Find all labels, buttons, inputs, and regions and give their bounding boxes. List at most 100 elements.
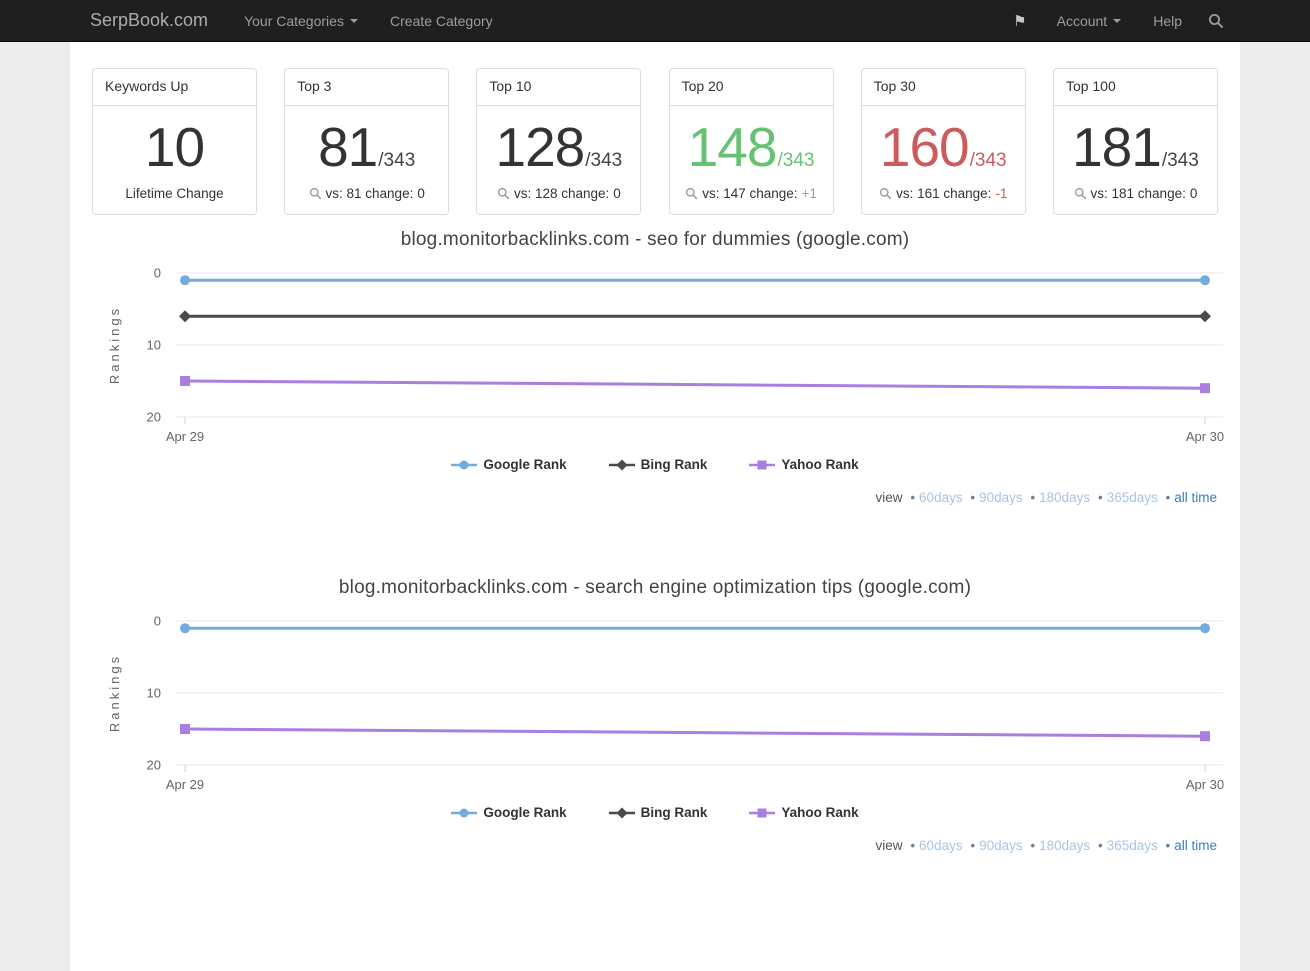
stat-card-top10: Top 10 128/343 vs: 128 change: 0: [476, 68, 642, 215]
magnifier-icon: [309, 187, 321, 199]
stat-card-top20: Top 20 148/343 vs: 147 change: +1: [668, 68, 834, 215]
legend-label: Yahoo Rank: [781, 805, 859, 820]
stat-compare[interactable]: vs: 161 change: -1: [879, 186, 1007, 201]
search-icon[interactable]: [1198, 0, 1240, 41]
view-label: view: [875, 490, 903, 505]
stat-value: 81: [318, 115, 378, 178]
stat-cards-row: Keywords Up 10 Lifetime Change Top 3 81/…: [70, 42, 1240, 215]
brand-logo[interactable]: SerpBook.com: [90, 10, 209, 30]
range-all-time[interactable]: all time: [1174, 490, 1217, 505]
stat-total: /343: [378, 149, 416, 171]
separator: [970, 490, 975, 505]
rank-chart: 0 10 20 Rankings Apr 29 Apr 30: [107, 614, 1224, 793]
flag-icon[interactable]: ⚑: [1013, 12, 1027, 30]
stat-compare[interactable]: vs: 181 change: 0: [1074, 185, 1198, 201]
chart-title: blog.monitorbacklinks.com - seo for dumm…: [400, 229, 910, 250]
separator: [910, 490, 915, 505]
legend-label: Bing Rank: [640, 805, 708, 820]
range-90days[interactable]: 90days: [979, 490, 1023, 505]
stat-card-title: Top 30: [861, 69, 1025, 106]
stat-change: 0: [1189, 185, 1198, 201]
stat-footer: Lifetime Change: [125, 185, 224, 201]
separator: [1166, 490, 1171, 505]
legend-label: Yahoo Rank: [781, 457, 859, 472]
stat-card-title: Top 10: [477, 69, 641, 106]
svg-text:20: 20: [147, 410, 161, 425]
nav-account[interactable]: Account: [1041, 0, 1138, 41]
stat-total: /343: [777, 149, 815, 171]
stat-compare[interactable]: vs: 147 change: +1: [685, 186, 817, 201]
stat-change: +1: [801, 185, 817, 201]
nav-help[interactable]: Help: [1153, 12, 1182, 29]
svg-text:Apr 30: Apr 30: [1186, 777, 1224, 792]
magnifier-icon: [1074, 187, 1086, 199]
svg-text:0: 0: [154, 266, 161, 281]
stat-total: /343: [585, 149, 623, 171]
caret-down-icon: [1113, 18, 1122, 23]
legend-marker-circle-icon: [451, 808, 478, 817]
magnifier-icon: [686, 187, 698, 199]
svg-text:Apr 30: Apr 30: [1186, 429, 1224, 444]
legend-label: Bing Rank: [640, 457, 708, 472]
stat-card-title: Top 100: [1053, 69, 1217, 106]
legend-item-google-rank[interactable]: Google Rank: [451, 457, 567, 472]
chart-range-links: view 60days 90days 180days 365days all t…: [85, 838, 1225, 853]
svg-text:20: 20: [147, 758, 161, 773]
range-60days[interactable]: 60days: [919, 838, 963, 853]
stat-card-title: Top 3: [285, 69, 449, 106]
legend-marker-square-icon: [749, 808, 776, 817]
separator: [1098, 490, 1103, 505]
legend-item-bing-rank[interactable]: Bing Rank: [608, 457, 708, 472]
chart-range-links: view 60days 90days 180days 365days all t…: [85, 490, 1225, 505]
range-all-time[interactable]: all time: [1174, 838, 1217, 853]
range-60days[interactable]: 60days: [919, 490, 963, 505]
legend-item-yahoo-rank[interactable]: Yahoo Rank: [749, 457, 859, 472]
stat-card-top30: Top 30 160/343 vs: 161 change: -1: [860, 68, 1026, 215]
stat-value: 181: [1072, 115, 1162, 178]
chart-title: blog.monitorbacklinks.com - search engin…: [338, 577, 972, 598]
stat-card-top3: Top 3 81/343 vs: 81 change: 0: [284, 68, 450, 215]
separator: [1030, 838, 1035, 853]
top-navbar: SerpBook.com Your Categories Create Cate…: [0, 0, 1310, 42]
svg-text:Apr 29: Apr 29: [166, 777, 204, 792]
stat-compare[interactable]: vs: 128 change: 0: [497, 186, 621, 201]
svg-text:Apr 29: Apr 29: [166, 429, 204, 444]
svg-text:Rankings: Rankings: [107, 306, 122, 384]
range-90days[interactable]: 90days: [979, 838, 1023, 853]
stat-value: 10: [144, 115, 205, 178]
stat-compare[interactable]: vs: 81 change: 0: [309, 186, 425, 201]
separator: [1030, 490, 1035, 505]
legend-marker-circle-icon: [451, 460, 478, 469]
range-180days[interactable]: 180days: [1039, 490, 1091, 505]
stat-total: /343: [969, 149, 1007, 171]
stat-value: 160: [879, 115, 970, 178]
range-180days[interactable]: 180days: [1039, 838, 1091, 853]
stat-total: /343: [1161, 149, 1199, 171]
stat-change: 0: [417, 185, 425, 201]
nav-your-categories[interactable]: Your Categories: [228, 0, 374, 41]
chart-section-seo-optimization-tips: blog.monitorbacklinks.com - search engin…: [70, 577, 1240, 853]
legend-marker-diamond-icon: [608, 807, 635, 818]
legend-marker-diamond-icon: [608, 459, 635, 470]
stat-card-title: Top 20: [669, 69, 833, 106]
legend-item-google-rank[interactable]: Google Rank: [451, 805, 567, 820]
legend-item-yahoo-rank[interactable]: Yahoo Rank: [749, 805, 859, 820]
chart-legend: Google Rank Bing Rank Yahoo Rank: [70, 805, 1240, 820]
caret-down-icon: [349, 18, 358, 23]
svg-text:10: 10: [147, 338, 161, 353]
nav-create-category[interactable]: Create Category: [389, 12, 493, 29]
stat-card-keywords-up: Keywords Up 10 Lifetime Change: [92, 68, 257, 215]
range-365days[interactable]: 365days: [1106, 490, 1158, 505]
separator: [1166, 838, 1171, 853]
rank-chart: 0 10 20 Rankings Apr 29 Apr 30: [107, 266, 1224, 445]
legend-marker-square-icon: [749, 460, 776, 469]
view-label: view: [875, 838, 903, 853]
range-365days[interactable]: 365days: [1106, 838, 1158, 853]
magnifier-icon: [497, 187, 510, 199]
chart-legend: Google Rank Bing Rank Yahoo Rank: [70, 457, 1240, 472]
stat-value: 148: [687, 115, 778, 178]
legend-item-bing-rank[interactable]: Bing Rank: [608, 805, 708, 820]
separator: [970, 838, 975, 853]
main-content: Keywords Up 10 Lifetime Change Top 3 81/…: [70, 42, 1240, 971]
separator: [910, 838, 915, 853]
